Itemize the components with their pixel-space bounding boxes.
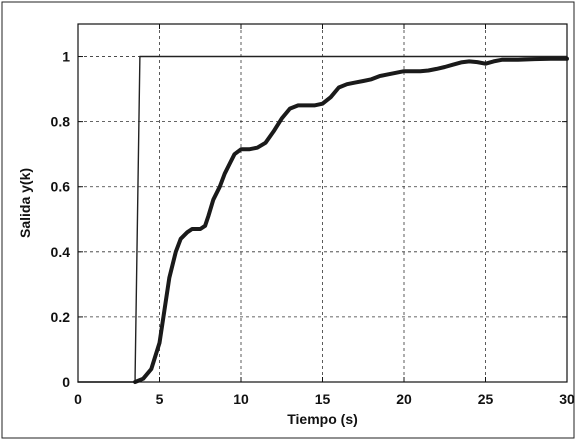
x-tick-label: 0 <box>74 391 82 407</box>
x-tick-label: 15 <box>315 391 331 407</box>
series-layer <box>77 55 569 384</box>
y-tick-label: 0.4 <box>51 244 71 260</box>
grid <box>77 24 568 383</box>
x-axis-label: Tiempo (s) <box>287 411 358 427</box>
tick-labels: 0 5 10 15 20 25 30 0 0.2 0.4 0.6 0.8 1 <box>51 49 575 407</box>
y-tick-label: 0.8 <box>51 114 71 130</box>
y-tick-label: 1 <box>62 49 70 65</box>
x-tick-label: 25 <box>478 391 494 407</box>
y-axis-label: Salida y(k) <box>17 168 33 238</box>
x-tick-label: 10 <box>233 391 249 407</box>
plot-area-border <box>77 23 568 383</box>
x-tick-label: 5 <box>156 391 164 407</box>
output-response-line <box>133 56 569 384</box>
y-tick-label: 0.2 <box>51 309 71 325</box>
y-tick-label: 0.6 <box>51 179 71 195</box>
y-tick-label: 0 <box>62 374 70 390</box>
x-tick-label: 30 <box>559 391 575 407</box>
x-tick-label: 20 <box>396 391 412 407</box>
